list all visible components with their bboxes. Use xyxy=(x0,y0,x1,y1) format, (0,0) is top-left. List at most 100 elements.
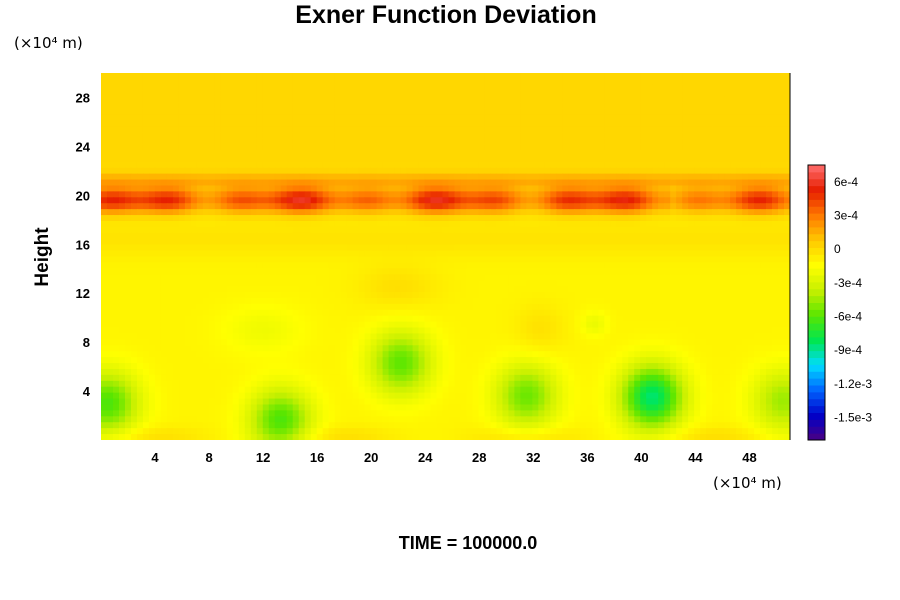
field-cell xyxy=(142,138,150,145)
field-cell xyxy=(304,73,312,80)
field-cell xyxy=(172,250,180,258)
field-cell xyxy=(784,274,790,281)
field-cell xyxy=(694,149,701,157)
field-cell xyxy=(328,96,336,104)
field-cell xyxy=(220,209,228,216)
field-cell xyxy=(214,197,222,204)
field-cell xyxy=(256,303,264,311)
field-cell xyxy=(640,220,647,228)
field-cell xyxy=(250,144,258,151)
field-cell xyxy=(112,274,120,281)
field-cell xyxy=(106,161,114,169)
field-cell xyxy=(658,114,665,121)
field-cell xyxy=(766,220,773,228)
field-cell xyxy=(466,155,474,163)
field-cell xyxy=(394,161,402,169)
field-cell xyxy=(304,280,312,287)
field-cell xyxy=(232,90,240,98)
field-cell xyxy=(382,226,390,234)
field-cell xyxy=(268,238,276,246)
field-cell xyxy=(772,321,779,329)
field-cell xyxy=(550,215,557,222)
field-cell xyxy=(634,250,641,258)
field-cell xyxy=(101,126,108,133)
field-cell xyxy=(622,309,629,317)
field-cell xyxy=(718,155,725,163)
field-cell xyxy=(352,203,360,210)
field-cell xyxy=(286,185,294,192)
field-cell xyxy=(676,220,683,228)
field-cell xyxy=(382,215,390,222)
field-cell xyxy=(106,114,114,121)
field-cell xyxy=(712,209,719,216)
field-cell xyxy=(514,102,521,110)
field-cell xyxy=(508,268,515,275)
field-cell xyxy=(136,108,144,116)
field-cell xyxy=(460,286,468,293)
field-cell xyxy=(316,132,324,139)
field-cell xyxy=(478,120,486,127)
field-cell xyxy=(250,132,258,139)
field-cell xyxy=(112,226,120,234)
field-cell xyxy=(658,262,665,269)
field-cell xyxy=(142,280,150,287)
field-cell xyxy=(136,149,144,157)
field-cell xyxy=(628,96,635,104)
field-cell xyxy=(250,155,258,163)
field-cell xyxy=(718,256,725,264)
field-cell xyxy=(418,226,426,234)
field-cell xyxy=(112,292,120,299)
field-cell xyxy=(154,232,162,240)
field-cell xyxy=(394,274,402,281)
field-cell xyxy=(352,114,360,121)
field-cell xyxy=(532,232,539,240)
field-cell xyxy=(724,292,731,299)
field-cell xyxy=(772,167,779,175)
field-cell xyxy=(256,268,264,275)
field-cell xyxy=(586,244,593,252)
field-cell xyxy=(568,226,575,234)
field-cell xyxy=(394,262,402,269)
field-cell xyxy=(220,78,228,86)
field-cell xyxy=(112,114,120,121)
field-cell xyxy=(130,297,138,305)
field-cell xyxy=(292,280,300,287)
field-cell xyxy=(352,138,360,145)
field-cell xyxy=(202,149,210,157)
field-cell xyxy=(478,161,486,169)
field-cell xyxy=(346,250,354,258)
field-cell xyxy=(484,268,492,275)
field-cell xyxy=(622,197,629,204)
field-cell xyxy=(220,73,228,80)
field-cell xyxy=(190,292,198,299)
field-cell xyxy=(652,78,659,86)
field-cell xyxy=(190,238,198,246)
field-cell xyxy=(322,232,330,240)
field-cell xyxy=(382,327,390,335)
field-cell xyxy=(250,209,258,216)
field-cell xyxy=(328,191,336,198)
field-cell xyxy=(652,96,659,104)
field-cell xyxy=(514,78,521,86)
field-cell xyxy=(502,197,510,204)
field-cell xyxy=(616,114,623,121)
field-cell xyxy=(544,309,551,317)
field-cell xyxy=(700,262,707,269)
field-cell xyxy=(676,161,683,169)
field-cell xyxy=(232,102,240,110)
field-cell xyxy=(772,244,779,252)
field-cell xyxy=(442,185,450,192)
field-cell xyxy=(364,161,372,169)
field-cell xyxy=(652,256,659,264)
field-cell xyxy=(490,315,498,323)
field-cell xyxy=(664,280,671,287)
field-cell xyxy=(322,161,330,169)
field-cell xyxy=(220,197,228,204)
field-cell xyxy=(472,185,480,192)
field-cell xyxy=(358,78,366,86)
field-cell xyxy=(724,238,731,246)
field-cell xyxy=(502,114,510,121)
field-cell xyxy=(160,144,168,151)
field-cell xyxy=(760,292,767,299)
field-cell xyxy=(544,108,551,116)
